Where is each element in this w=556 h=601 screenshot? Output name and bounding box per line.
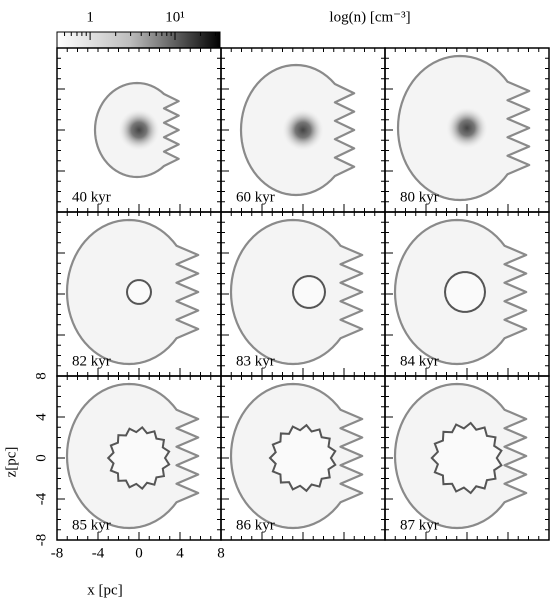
panel-label: 86 kyr — [236, 517, 275, 533]
y-tick-label: 4 — [33, 413, 49, 421]
inner-bubble — [291, 275, 327, 309]
core — [281, 108, 325, 152]
x-tick-label: 4 — [176, 545, 184, 561]
x-axis-label: x [pc] — [87, 582, 122, 598]
y-tick-label: 0 — [33, 454, 49, 462]
inner-bubble — [430, 421, 503, 495]
inner-bubble — [106, 425, 171, 491]
x-tick-label: -8 — [51, 545, 64, 561]
core — [117, 108, 161, 152]
panel: 82 kyr — [56, 211, 222, 377]
panel: 85 kyr — [56, 375, 222, 541]
panel: 84 kyr — [384, 211, 550, 377]
panel-label: 87 kyr — [400, 517, 439, 533]
x-tick-label: 0 — [135, 545, 143, 561]
panel: 86 kyr — [220, 375, 386, 541]
inner-bubble — [125, 279, 153, 305]
y-tick-label: -8 — [33, 534, 49, 547]
panel: 87 kyr — [384, 375, 550, 541]
panel-label: 83 kyr — [236, 353, 275, 369]
panel: 40 kyr — [56, 47, 222, 213]
inner-bubble — [268, 423, 337, 493]
core — [445, 106, 489, 150]
y-tick-label: -4 — [33, 492, 49, 505]
panel-label: 60 kyr — [236, 189, 275, 205]
y-tick-label: 8 — [33, 372, 49, 380]
panel: 60 kyr — [220, 47, 386, 213]
panel: 80 kyr — [384, 47, 550, 213]
panel-label: 80 kyr — [400, 189, 439, 205]
colorbar-tick-label: 10¹ — [165, 9, 185, 25]
panel-label: 40 kyr — [72, 189, 111, 205]
y-axis-label: z[pc] — [3, 447, 19, 478]
x-tick-label: 8 — [217, 545, 225, 561]
colorbar-title: log(n) [cm⁻³] — [329, 9, 410, 25]
colorbar-tick-label: 1 — [86, 9, 94, 25]
panel-label: 82 kyr — [72, 353, 111, 369]
panel-label: 84 kyr — [400, 353, 439, 369]
panel-label: 85 kyr — [72, 517, 111, 533]
panel: 83 kyr — [220, 211, 386, 377]
inner-bubble — [443, 271, 487, 313]
x-tick-label: -4 — [92, 545, 105, 561]
